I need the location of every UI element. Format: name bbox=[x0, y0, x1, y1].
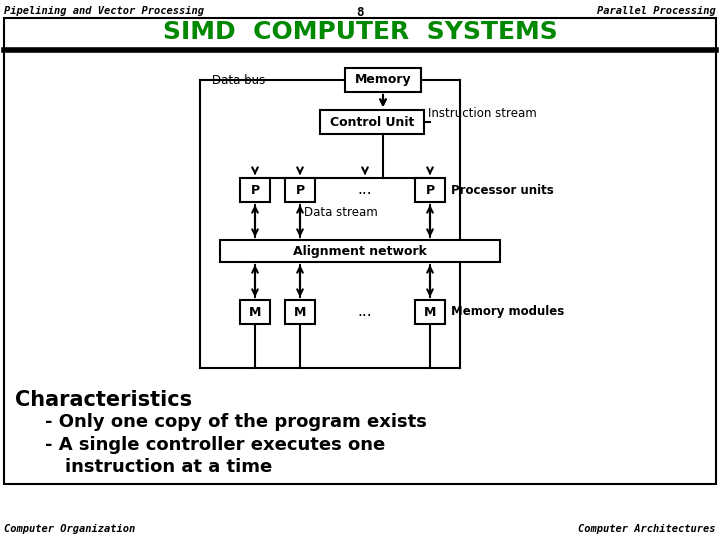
Text: Pipelining and Vector Processing: Pipelining and Vector Processing bbox=[4, 6, 204, 16]
Text: Memory modules: Memory modules bbox=[451, 306, 564, 319]
Text: - A single controller executes one: - A single controller executes one bbox=[45, 436, 385, 454]
Bar bbox=[240, 178, 270, 202]
Text: P: P bbox=[426, 184, 435, 197]
Bar bbox=[320, 110, 424, 134]
Bar bbox=[285, 178, 315, 202]
Text: Computer Architectures: Computer Architectures bbox=[578, 524, 716, 534]
Text: Memory: Memory bbox=[355, 73, 411, 86]
Text: ...: ... bbox=[358, 305, 372, 320]
Bar bbox=[240, 300, 270, 324]
Text: 8: 8 bbox=[356, 6, 364, 19]
Text: Characteristics: Characteristics bbox=[15, 390, 192, 410]
Bar bbox=[220, 240, 500, 262]
Text: M: M bbox=[249, 306, 261, 319]
Text: Processor units: Processor units bbox=[451, 184, 554, 197]
Text: Alignment network: Alignment network bbox=[293, 245, 427, 258]
Text: SIMD  COMPUTER  SYSTEMS: SIMD COMPUTER SYSTEMS bbox=[163, 20, 557, 44]
Text: M: M bbox=[294, 306, 306, 319]
Bar bbox=[415, 300, 445, 324]
Bar bbox=[285, 300, 315, 324]
Text: Control Unit: Control Unit bbox=[330, 116, 414, 129]
Text: ...: ... bbox=[358, 183, 372, 198]
Bar bbox=[4, 18, 716, 484]
Text: M: M bbox=[424, 306, 436, 319]
Text: Data stream: Data stream bbox=[304, 206, 378, 219]
Text: - Only one copy of the program exists: - Only one copy of the program exists bbox=[45, 413, 427, 431]
Text: Computer Organization: Computer Organization bbox=[4, 524, 135, 534]
Text: P: P bbox=[251, 184, 260, 197]
Text: P: P bbox=[295, 184, 305, 197]
Bar bbox=[345, 68, 421, 92]
Text: Data bus: Data bus bbox=[212, 73, 265, 86]
Bar bbox=[415, 178, 445, 202]
Text: Parallel Processing: Parallel Processing bbox=[598, 6, 716, 16]
Text: instruction at a time: instruction at a time bbox=[65, 458, 272, 476]
Text: Instruction stream: Instruction stream bbox=[428, 107, 536, 120]
